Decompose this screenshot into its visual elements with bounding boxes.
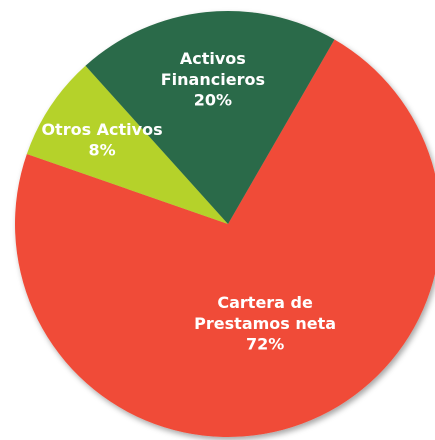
slice-label: Activos Financieros <box>161 48 265 88</box>
pie-slice <box>26 65 228 225</box>
slice-label: Cartera de Prestamos neta <box>194 292 336 332</box>
pie <box>15 10 435 437</box>
pie-slice <box>15 39 435 437</box>
slice-label-line: Financieros <box>161 69 265 88</box>
value-label: 20% <box>194 90 232 109</box>
value-label: 72% <box>246 334 284 353</box>
slice-label-line: Otros Activos <box>41 119 162 138</box>
slice-label-line: Activos <box>180 48 246 67</box>
slice-label: Otros Activos <box>41 119 162 138</box>
slice-label-line: Prestamos neta <box>194 313 336 332</box>
slice-label-line: Cartera de <box>217 292 313 311</box>
labels: Cartera de Prestamos neta 72% Otros Activos… <box>41 48 336 353</box>
pie-slice <box>85 10 335 224</box>
value-label: 8% <box>88 140 115 159</box>
